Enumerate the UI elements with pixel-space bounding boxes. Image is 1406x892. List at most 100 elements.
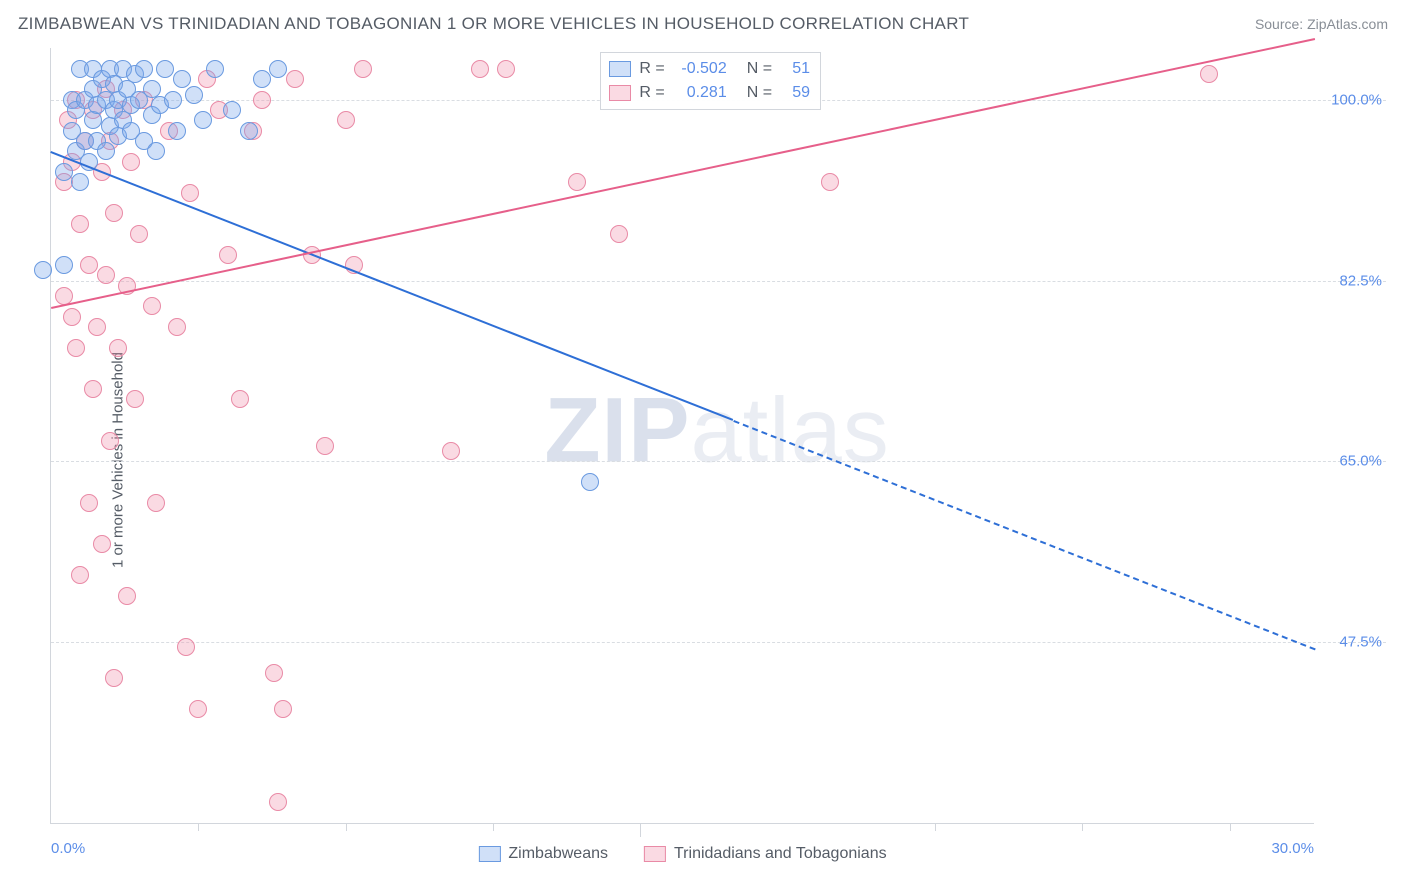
y-tick-label: 65.0% <box>1322 453 1382 470</box>
chart-area: 1 or more Vehicles in Household ZIPatlas… <box>20 48 1386 872</box>
scatter-point <box>156 60 174 78</box>
scatter-point <box>253 70 271 88</box>
legend-swatch <box>609 61 631 77</box>
stats-legend-row: R = -0.502 N = 51 <box>609 57 810 81</box>
x-tick <box>346 823 347 831</box>
stat-n-value: 51 <box>780 57 810 81</box>
source-prefix: Source: <box>1255 16 1307 32</box>
scatter-point <box>219 246 237 264</box>
plot-region: ZIPatlas 47.5%65.0%82.5%100.0%0.0%30.0%R… <box>50 48 1314 824</box>
scatter-point <box>84 380 102 398</box>
source-link[interactable]: ZipAtlas.com <box>1307 16 1388 32</box>
scatter-point <box>581 473 599 491</box>
scatter-point <box>265 664 283 682</box>
scatter-point <box>168 318 186 336</box>
y-tick-label: 100.0% <box>1322 91 1382 108</box>
stat-r-value: -0.502 <box>673 57 727 81</box>
series-legend: Zimbabweans Trinidadians and Tobagonians <box>478 845 886 863</box>
scatter-point <box>147 142 165 160</box>
scatter-point <box>185 86 203 104</box>
legend-swatch <box>478 846 500 862</box>
watermark: ZIPatlas <box>544 378 889 483</box>
regression-line <box>733 420 1315 650</box>
gridline-horizontal <box>51 642 1386 643</box>
stat-n-value: 59 <box>780 81 810 105</box>
x-tick <box>1230 823 1231 831</box>
scatter-point <box>253 91 271 109</box>
scatter-point <box>93 535 111 553</box>
scatter-point <box>274 700 292 718</box>
series-legend-item: Trinidadians and Tobagonians <box>644 845 887 863</box>
scatter-point <box>55 256 73 274</box>
scatter-point <box>206 60 224 78</box>
scatter-point <box>337 111 355 129</box>
source-attribution: Source: ZipAtlas.com <box>1255 16 1388 32</box>
scatter-point <box>80 494 98 512</box>
watermark-light: atlas <box>690 379 889 481</box>
scatter-point <box>71 173 89 191</box>
scatter-point <box>118 587 136 605</box>
scatter-point <box>97 266 115 284</box>
scatter-point <box>286 70 304 88</box>
gridline-horizontal <box>51 281 1386 282</box>
scatter-point <box>71 566 89 584</box>
scatter-point <box>1200 65 1218 83</box>
scatter-point <box>105 204 123 222</box>
scatter-point <box>181 184 199 202</box>
chart-header: ZIMBABWEAN VS TRINIDADIAN AND TOBAGONIAN… <box>18 14 1388 34</box>
x-tick <box>1082 823 1083 831</box>
gridline-horizontal <box>51 461 1386 462</box>
scatter-point <box>101 432 119 450</box>
stat-n-label: N = <box>747 57 772 81</box>
legend-swatch <box>644 846 666 862</box>
x-tick <box>935 823 936 831</box>
scatter-point <box>354 60 372 78</box>
stat-n-label: N = <box>747 81 772 105</box>
series-legend-item: Zimbabweans <box>478 845 608 863</box>
stat-r-value: 0.281 <box>673 81 727 105</box>
scatter-point <box>177 638 195 656</box>
series-label: Trinidadians and Tobagonians <box>674 845 887 863</box>
scatter-point <box>80 256 98 274</box>
scatter-point <box>88 318 106 336</box>
scatter-point <box>84 111 102 129</box>
x-tick <box>198 823 199 831</box>
scatter-point <box>164 91 182 109</box>
scatter-point <box>126 390 144 408</box>
scatter-point <box>610 225 628 243</box>
scatter-point <box>34 261 52 279</box>
chart-title: ZIMBABWEAN VS TRINIDADIAN AND TOBAGONIAN… <box>18 14 969 34</box>
stats-legend: R = -0.502 N = 51R = 0.281 N = 59 <box>600 52 821 110</box>
scatter-point <box>442 442 460 460</box>
scatter-point <box>231 390 249 408</box>
scatter-point <box>269 793 287 811</box>
scatter-point <box>63 308 81 326</box>
scatter-point <box>173 70 191 88</box>
scatter-point <box>130 225 148 243</box>
scatter-point <box>189 700 207 718</box>
x-tick-label: 0.0% <box>51 840 85 857</box>
scatter-point <box>269 60 287 78</box>
scatter-point <box>821 173 839 191</box>
scatter-point <box>497 60 515 78</box>
scatter-point <box>135 60 153 78</box>
scatter-point <box>316 437 334 455</box>
stat-r-label: R = <box>639 57 664 81</box>
scatter-point <box>240 122 258 140</box>
stats-legend-row: R =0.281N =59 <box>609 81 810 105</box>
scatter-point <box>67 339 85 357</box>
y-tick-label: 47.5% <box>1322 634 1382 651</box>
y-tick-label: 82.5% <box>1322 272 1382 289</box>
scatter-point <box>97 142 115 160</box>
scatter-point <box>568 173 586 191</box>
x-tick-major <box>640 823 641 837</box>
x-tick-label: 30.0% <box>1271 840 1314 857</box>
series-label: Zimbabweans <box>508 845 608 863</box>
scatter-point <box>143 297 161 315</box>
scatter-point <box>105 669 123 687</box>
scatter-point <box>71 215 89 233</box>
scatter-point <box>55 163 73 181</box>
legend-swatch <box>609 85 631 101</box>
scatter-point <box>109 339 127 357</box>
scatter-point <box>168 122 186 140</box>
